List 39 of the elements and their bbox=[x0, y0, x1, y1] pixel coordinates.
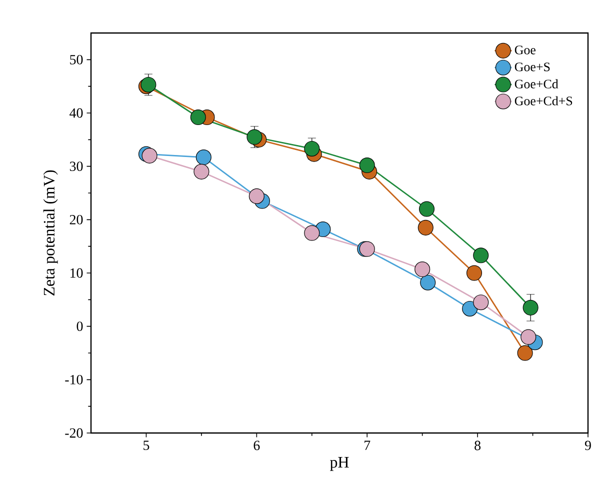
point bbox=[522, 300, 538, 316]
point bbox=[359, 157, 375, 174]
point bbox=[142, 148, 158, 164]
point bbox=[414, 261, 430, 278]
x-axis-title: pH bbox=[330, 457, 349, 471]
y-tick-label: 10 bbox=[70, 268, 83, 278]
y-tick-label: -20 bbox=[65, 428, 83, 438]
x-tick-label: 7 bbox=[364, 440, 370, 450]
x-tick-label: 5 bbox=[144, 440, 150, 450]
y-tick-label: 40 bbox=[70, 108, 83, 118]
x-tick-label: 6 bbox=[254, 440, 260, 450]
point bbox=[248, 188, 264, 204]
y-axis-title: Zeta potential (mV) bbox=[43, 170, 58, 296]
y-tick-label: 30 bbox=[70, 162, 83, 172]
point bbox=[304, 140, 320, 157]
point bbox=[304, 225, 320, 241]
point bbox=[517, 345, 533, 361]
point bbox=[246, 129, 262, 145]
point bbox=[473, 248, 489, 264]
point bbox=[520, 329, 536, 345]
point bbox=[196, 149, 212, 166]
legend-label: Goe bbox=[514, 46, 536, 54]
point bbox=[420, 274, 436, 290]
point bbox=[418, 220, 434, 236]
point bbox=[462, 300, 478, 317]
x-tick-label: 9 bbox=[584, 440, 591, 450]
point bbox=[466, 265, 482, 281]
y-tick-label: -10 bbox=[65, 374, 83, 384]
point bbox=[418, 201, 435, 217]
x-tick-label: 8 bbox=[474, 440, 481, 450]
legend-label: Goe+S bbox=[514, 62, 550, 72]
y-tick-label: 50 bbox=[70, 54, 83, 64]
y-tick-label: 0 bbox=[76, 322, 83, 332]
point bbox=[473, 294, 489, 310]
y-tick-label: 20 bbox=[70, 214, 83, 224]
legend-label: Goe+Cd bbox=[514, 79, 558, 88]
point bbox=[190, 109, 206, 126]
point bbox=[194, 164, 210, 180]
legend-label: Goe+Cd+S bbox=[514, 96, 572, 106]
